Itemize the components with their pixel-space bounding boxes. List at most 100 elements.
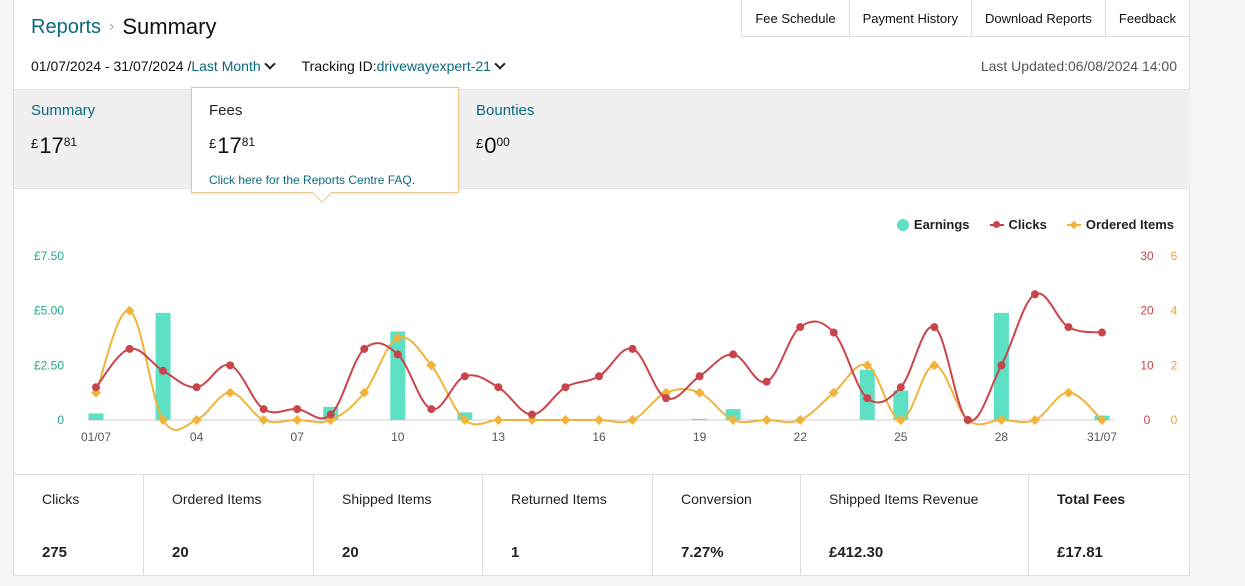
clicks-point (963, 416, 972, 424)
clicks-point (427, 405, 436, 414)
earnings-bar (692, 418, 708, 420)
clicks-point (1064, 323, 1073, 332)
period-dropdown[interactable]: Last Month (191, 58, 261, 74)
ordered-items-point (828, 387, 839, 398)
metrics-table: Clicks 275 Ordered Items 20 Shipped Items 20 R… (14, 474, 1190, 576)
chart-plot: 0 0 0 £2.50 10 2 £5.00 20 4 £7.50 30 6 01/07 04 07 10 13… (34, 249, 1178, 444)
tracking-id-dropdown[interactable]: drivewayexpert-21 (376, 58, 491, 74)
ordered-items-point (895, 415, 906, 425)
clicks-point (1098, 328, 1106, 337)
ordered-items-point (158, 415, 169, 425)
clicks-point (695, 372, 704, 381)
ordered-items-point (594, 415, 604, 425)
fees-tile-active[interactable]: Fees £ 17 81 Click here for the Reports … (191, 87, 459, 203)
metric-returned-items: Returned Items 1 (483, 475, 653, 576)
fees-title: Fees (209, 102, 243, 119)
currency-symbol: £ (209, 136, 217, 151)
legend-ordered-items-label: Ordered Items (1085, 217, 1174, 232)
bounties-amount: £ 0 00 (476, 133, 534, 159)
ordered-items-point (929, 360, 940, 371)
faq-link[interactable]: Click here for the Reports Centre FAQ. (209, 173, 416, 187)
y-right-items-tick-label: 0 (1171, 413, 1178, 427)
summary-amount: £ 17 81 (31, 133, 95, 159)
clicks-point (863, 394, 872, 403)
chevron-down-icon[interactable] (494, 58, 506, 70)
y-left-tick-label: £5.00 (34, 304, 64, 318)
page-title: Summary (122, 14, 217, 39)
legend-ordered-items[interactable]: Ordered Items (1066, 217, 1174, 232)
legend-clicks[interactable]: Clicks (989, 217, 1047, 232)
amount-pence: 81 (63, 135, 78, 149)
clicks-point (896, 383, 905, 392)
clicks-point (259, 405, 268, 414)
clicks-point (930, 323, 939, 332)
ordered-items-point (493, 415, 504, 425)
amount-pounds: 0 (484, 133, 497, 158)
y-right-clicks-tick-label: 20 (1140, 304, 1154, 318)
clicks-point (1030, 290, 1039, 299)
summary-tile[interactable]: Summary £ 17 81 (31, 102, 95, 159)
ordered-items-point (761, 415, 772, 425)
ordered-items-legend-icon (1066, 223, 1081, 226)
clicks-line (95, 292, 1103, 422)
legend-earnings-label: Earnings (913, 217, 970, 232)
chevron-down-icon[interactable] (263, 58, 276, 70)
y-left-tick-label: £2.50 (34, 358, 64, 372)
earnings-bar (725, 409, 741, 420)
metric-value: 1 (511, 544, 520, 561)
ordered-items-point (426, 360, 437, 371)
tab-payment-history[interactable]: Payment History (850, 0, 972, 36)
ordered-items-point (258, 415, 269, 425)
clicks-point (326, 410, 335, 419)
x-tick-label: 22 (794, 430, 808, 444)
legend-earnings[interactable]: Earnings (896, 217, 970, 232)
y-left-tick-label: 0 (57, 413, 64, 427)
summary-title[interactable]: Summary (31, 102, 96, 119)
ordered-items-point (728, 415, 739, 425)
legend-clicks-label: Clicks (1008, 217, 1047, 232)
clicks-point (662, 394, 671, 403)
metric-label: Shipped Items Revenue (829, 491, 979, 507)
x-tick-label: 01/07 (81, 430, 111, 444)
ordered-items-point (225, 387, 236, 398)
clicks-point (527, 410, 536, 419)
clicks-point (829, 328, 838, 337)
clicks-point (628, 344, 637, 353)
ordered-items-point (694, 387, 705, 398)
filter-bar: 01/07/2024 - 31/07/2024 / Last Month Tra… (31, 58, 510, 74)
earnings-bar (88, 413, 104, 420)
ordered-items-point (1097, 415, 1107, 425)
y-right-clicks-tick-label: 30 (1140, 249, 1154, 263)
x-tick-label: 07 (291, 430, 305, 444)
metric-label: Clicks (42, 491, 80, 507)
ordered-items-point (191, 415, 202, 425)
fees-tile: Fees £ 17 81 (209, 102, 255, 159)
tab-feedback[interactable]: Feedback (1118, 11, 1176, 26)
earnings-legend-icon (896, 218, 909, 231)
x-tick-label: 25 (894, 430, 908, 444)
ordered-items-point (292, 415, 303, 425)
currency-symbol: £ (476, 136, 484, 151)
breadcrumb-separator: › (109, 18, 115, 35)
breadcrumb-reports-link[interactable]: Reports (31, 15, 102, 38)
y-left-tick-label: £7.50 (34, 249, 64, 263)
fees-amount: £ 17 81 (209, 133, 255, 159)
ordered-items-point (124, 305, 135, 316)
ordered-items-point (627, 415, 638, 425)
x-tick-label: 28 (995, 430, 1009, 444)
tab-fee-schedule[interactable]: Fee Schedule (742, 0, 850, 36)
bounties-tile[interactable]: Bounties £ 0 00 (476, 102, 534, 159)
y-right-items-tick-label: 6 (1171, 249, 1178, 263)
metric-shipped-items: Shipped Items 20 (314, 475, 483, 576)
metric-shipped-items-revenue: Shipped Items Revenue £412.30 (801, 475, 1029, 576)
bounties-title[interactable]: Bounties (476, 102, 535, 119)
x-tick-label: 16 (592, 430, 606, 444)
earnings-chart: Earnings Clicks Ordered Items 0 0 0 £2.50 10… (14, 195, 1190, 478)
clicks-point (460, 372, 469, 381)
tab-download-reports[interactable]: Download Reports (972, 0, 1106, 36)
last-updated: Last Updated:06/08/2024 14:00 (980, 58, 1177, 74)
reports-page: Reports › Summary Fee Schedule Payment H… (13, 0, 1190, 576)
earnings-bar (893, 390, 909, 420)
earnings-bar (390, 331, 406, 420)
ordered-items-point (795, 415, 806, 425)
